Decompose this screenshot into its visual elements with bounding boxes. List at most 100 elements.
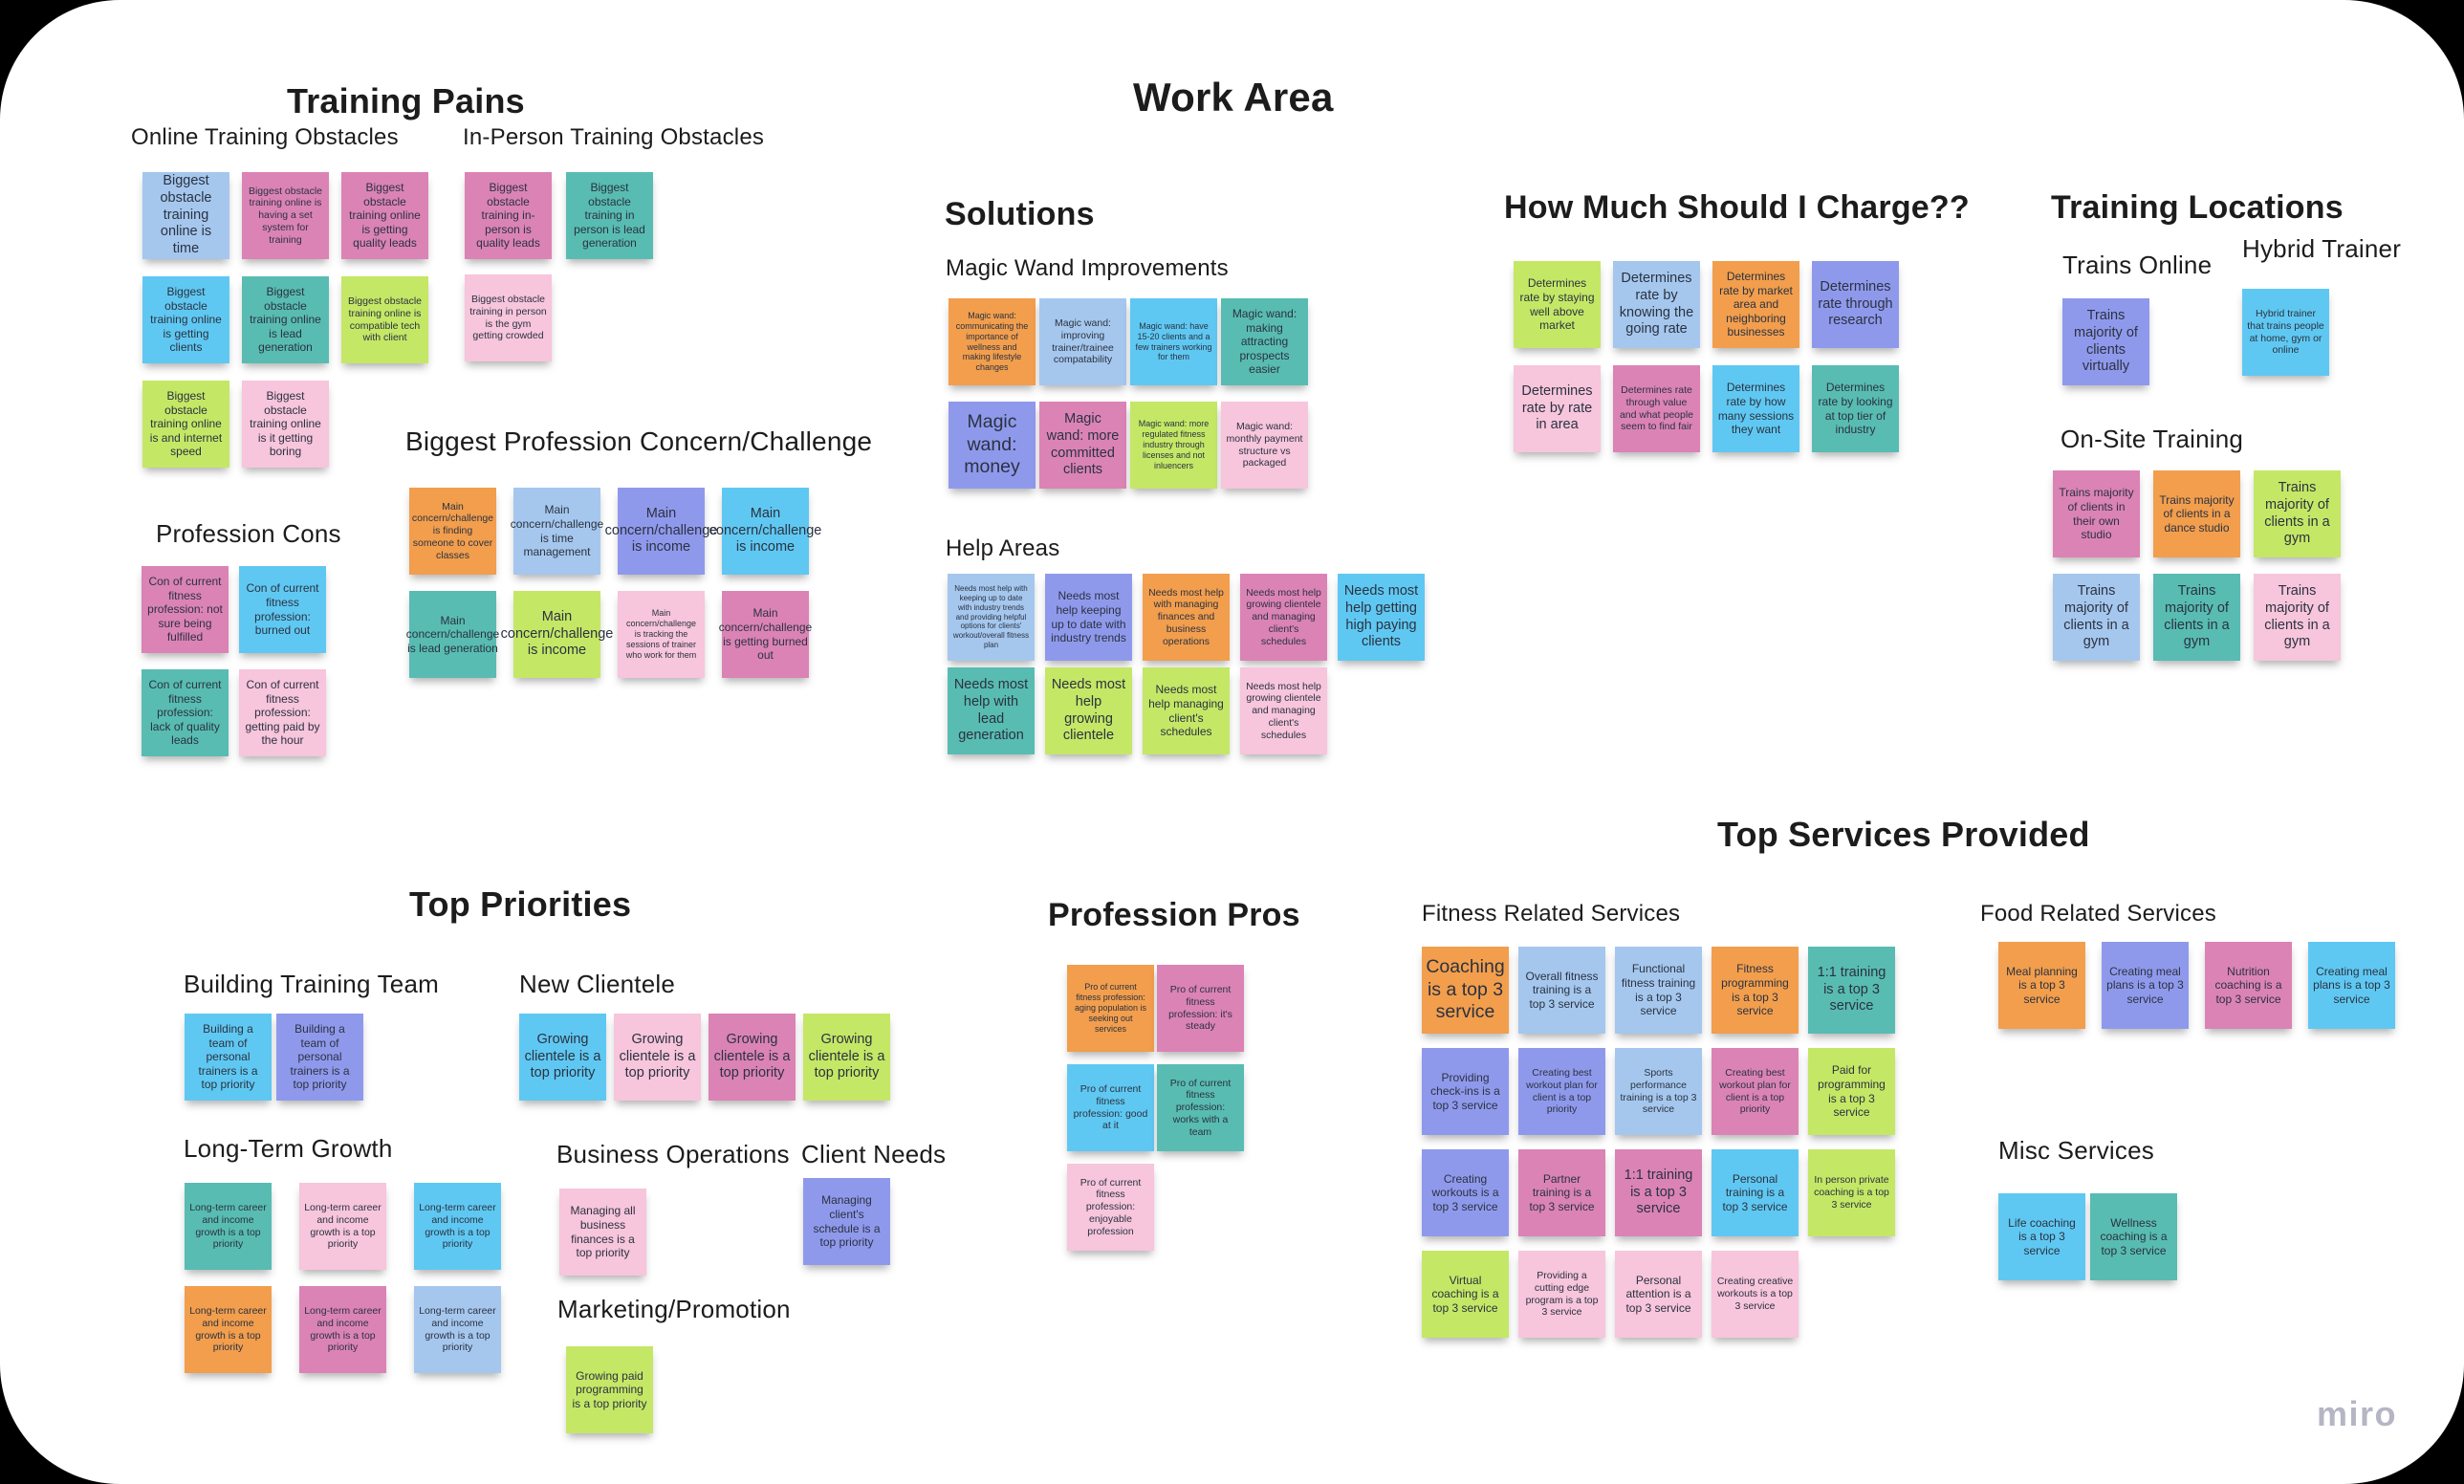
sticky-note[interactable]: Biggest obstacle training online is and … (142, 381, 229, 468)
sticky-note[interactable]: Biggest obstacle training online is gett… (142, 276, 229, 363)
sticky-note[interactable]: Managing all business finances is a top … (559, 1189, 646, 1276)
sticky-note[interactable]: Overall fitness training is a top 3 serv… (1518, 947, 1605, 1034)
sticky-note[interactable]: Long-term career and income growth is a … (185, 1183, 272, 1270)
sticky-note[interactable]: Biggest obstacle training in person is t… (465, 274, 552, 361)
sticky-note[interactable]: Growing clientele is a top priority (614, 1014, 701, 1101)
sticky-note[interactable]: Magic wand: money (949, 402, 1036, 489)
sticky-note[interactable]: Long-term career and income growth is a … (299, 1183, 386, 1270)
sticky-note[interactable]: Creating best workout plan for client is… (1712, 1048, 1799, 1135)
sticky-note[interactable]: Growing clientele is a top priority (519, 1014, 606, 1101)
sticky-note[interactable]: Creating workouts is a top 3 service (1422, 1149, 1509, 1236)
sticky-note[interactable]: Magic wand: more regulated fitness indus… (1130, 402, 1217, 489)
sticky-note[interactable]: Needs most help managing client's schedu… (1143, 667, 1230, 754)
sticky-note[interactable]: Main concern/challenge is income (709, 488, 821, 575)
sticky-note[interactable]: Magic wand: monthly payment structure vs… (1221, 402, 1308, 489)
sticky-note[interactable]: Growing clientele is a top priority (803, 1014, 890, 1101)
sticky-note[interactable]: Magic wand: more committed clients (1039, 402, 1126, 489)
sticky-note[interactable]: Managing client's schedule is a top prio… (803, 1178, 890, 1265)
sticky-note[interactable]: Creating meal plans is a top 3 service (2308, 942, 2395, 1029)
sticky-note[interactable]: In person private coaching is a top 3 se… (1808, 1149, 1895, 1236)
sticky-note[interactable]: Needs most help keeping up to date with … (1045, 574, 1132, 661)
sticky-note[interactable]: Needs most help with managing finances a… (1143, 574, 1230, 661)
sticky-note[interactable]: Biggest obstacle training in-person is q… (465, 172, 552, 259)
sticky-note[interactable]: Building a team of personal trainers is … (276, 1014, 363, 1101)
sticky-note[interactable]: Determines rate through research (1812, 261, 1899, 348)
sticky-note[interactable]: Trains majority of clients in a gym (2254, 574, 2341, 661)
sticky-note[interactable]: Long-term career and income growth is a … (414, 1286, 501, 1373)
sticky-note[interactable]: Biggest obstacle training online is comp… (341, 276, 428, 363)
sticky-note[interactable]: Main concern/challenge is finding someon… (409, 488, 496, 575)
sticky-note[interactable]: Personal training is a top 3 service (1712, 1149, 1799, 1236)
sticky-note[interactable]: Wellness coaching is a top 3 service (2090, 1193, 2177, 1280)
sticky-note[interactable]: Main concern/challenge is getting burned… (719, 591, 812, 678)
sticky-note[interactable]: 1:1 training is a top 3 service (1808, 947, 1895, 1034)
sticky-note[interactable]: Personal attention is a top 3 service (1615, 1251, 1702, 1338)
sticky-note[interactable]: Determines rate by staying well above ma… (1514, 261, 1601, 348)
sticky-note[interactable]: Biggest obstacle training in person is l… (566, 172, 653, 259)
sticky-note[interactable]: Providing check-ins is a top 3 service (1422, 1048, 1509, 1135)
sticky-note[interactable]: Main concern/challenge is income (605, 488, 717, 575)
sticky-note[interactable]: Determines rate by rate in area (1514, 365, 1601, 452)
sticky-note[interactable]: Trains majority of clients in a gym (2153, 574, 2240, 661)
sticky-note[interactable]: Magic wand: improving trainer/trainee co… (1039, 298, 1126, 385)
sticky-note[interactable]: Paid for programming is a top 3 service (1808, 1048, 1895, 1135)
sticky-note[interactable]: Long-term career and income growth is a … (299, 1286, 386, 1373)
sticky-note[interactable]: Pro of current fitness profession: it's … (1157, 965, 1244, 1052)
sticky-note[interactable]: Con of current fitness profession: not s… (142, 566, 229, 653)
sticky-note[interactable]: Virtual coaching is a top 3 service (1422, 1251, 1509, 1338)
sticky-note[interactable]: Functional fitness training is a top 3 s… (1615, 947, 1702, 1034)
sticky-note[interactable]: Partner training is a top 3 service (1518, 1149, 1605, 1236)
sticky-note[interactable]: Needs most help growing clientele (1045, 667, 1132, 754)
sticky-note[interactable]: Growing clientele is a top priority (709, 1014, 796, 1101)
sticky-note[interactable]: Life coaching is a top 3 service (1998, 1193, 2085, 1280)
sticky-note[interactable]: Con of current fitness profession: getti… (239, 669, 326, 756)
sticky-note[interactable]: Needs most help getting high paying clie… (1338, 574, 1425, 661)
sticky-note[interactable]: Nutrition coaching is a top 3 service (2205, 942, 2292, 1029)
sticky-note[interactable]: Determines rate by looking at top tier o… (1812, 365, 1899, 452)
sticky-note[interactable]: Needs most help with lead generation (948, 667, 1035, 754)
sticky-note[interactable]: 1:1 training is a top 3 service (1615, 1149, 1702, 1236)
sticky-note[interactable]: Pro of current fitness profession: good … (1067, 1064, 1154, 1151)
sticky-note[interactable]: Determines rate by market area and neigh… (1712, 261, 1799, 348)
sticky-note[interactable]: Determines rate by how many sessions the… (1712, 365, 1799, 452)
sticky-note[interactable]: Creating best workout plan for client is… (1518, 1048, 1605, 1135)
sticky-note[interactable]: Long-term career and income growth is a … (414, 1183, 501, 1270)
sticky-note[interactable]: Main concern/challenge is income (501, 591, 613, 678)
sticky-note[interactable]: Growing paid programming is a top priori… (566, 1346, 653, 1433)
sticky-note[interactable]: Fitness programming is a top 3 service (1712, 947, 1799, 1034)
sticky-note[interactable]: Main concern/challenge is tracking the s… (618, 591, 705, 678)
sticky-note[interactable]: Needs most help with keeping up to date … (948, 574, 1035, 661)
sticky-note[interactable]: Coaching is a top 3 service (1422, 947, 1509, 1034)
sticky-note[interactable]: Determines rate through value and what p… (1613, 365, 1700, 452)
sticky-note[interactable]: Trains majority of clients in a dance st… (2153, 470, 2240, 557)
sticky-note[interactable]: Con of current fitness profession: lack … (142, 669, 229, 756)
sticky-note[interactable]: Pro of current fitness profession: works… (1157, 1064, 1244, 1151)
sticky-note[interactable]: Magic wand: making attracting prospects … (1221, 298, 1308, 385)
sticky-note[interactable]: Pro of current fitness profession: enjoy… (1067, 1164, 1154, 1251)
sticky-note[interactable]: Needs most help growing clientele and ma… (1240, 667, 1327, 754)
sticky-note[interactable]: Biggest obstacle training online is gett… (341, 172, 428, 259)
sticky-note[interactable]: Trains majority of clients in their own … (2053, 470, 2140, 557)
sticky-note[interactable]: Needs most help growing clientele and ma… (1240, 574, 1327, 661)
sticky-note[interactable]: Magic wand: communicating the importance… (949, 298, 1036, 385)
sticky-note[interactable]: Building a team of personal trainers is … (185, 1014, 272, 1101)
sticky-note[interactable]: Trains majority of clients in a gym (2053, 574, 2140, 661)
sticky-note[interactable]: Creating meal plans is a top 3 service (2102, 942, 2189, 1029)
sticky-note[interactable]: Magic wand: have 15-20 clients and a few… (1130, 298, 1217, 385)
sticky-note[interactable]: Main concern/challenge is lead generatio… (406, 591, 499, 678)
sticky-note[interactable]: Biggest obstacle training online is it g… (242, 381, 329, 468)
sticky-note[interactable]: Biggest obstacle training online is lead… (242, 276, 329, 363)
sticky-note[interactable]: Pro of current fitness profession: aging… (1067, 965, 1154, 1052)
sticky-note[interactable]: Biggest obstacle training online is time (142, 172, 229, 259)
sticky-note[interactable]: Biggest obstacle training online is havi… (242, 172, 329, 259)
sticky-note[interactable]: Creating creative workouts is a top 3 se… (1712, 1251, 1799, 1338)
sticky-note[interactable]: Hybrid trainer that trains people at hom… (2242, 289, 2329, 376)
sticky-note[interactable]: Trains majority of clients virtually (2062, 298, 2149, 385)
sticky-note[interactable]: Meal planning is a top 3 service (1998, 942, 2085, 1029)
sticky-note[interactable]: Determines rate by knowing the going rat… (1613, 261, 1700, 348)
sticky-note[interactable]: Sports performance training is a top 3 s… (1615, 1048, 1702, 1135)
sticky-note[interactable]: Providing a cutting edge program is a to… (1518, 1251, 1605, 1338)
sticky-note[interactable]: Main concern/challenge is time managemen… (511, 488, 603, 575)
sticky-note[interactable]: Con of current fitness profession: burne… (239, 566, 326, 653)
sticky-note[interactable]: Long-term career and income growth is a … (185, 1286, 272, 1373)
